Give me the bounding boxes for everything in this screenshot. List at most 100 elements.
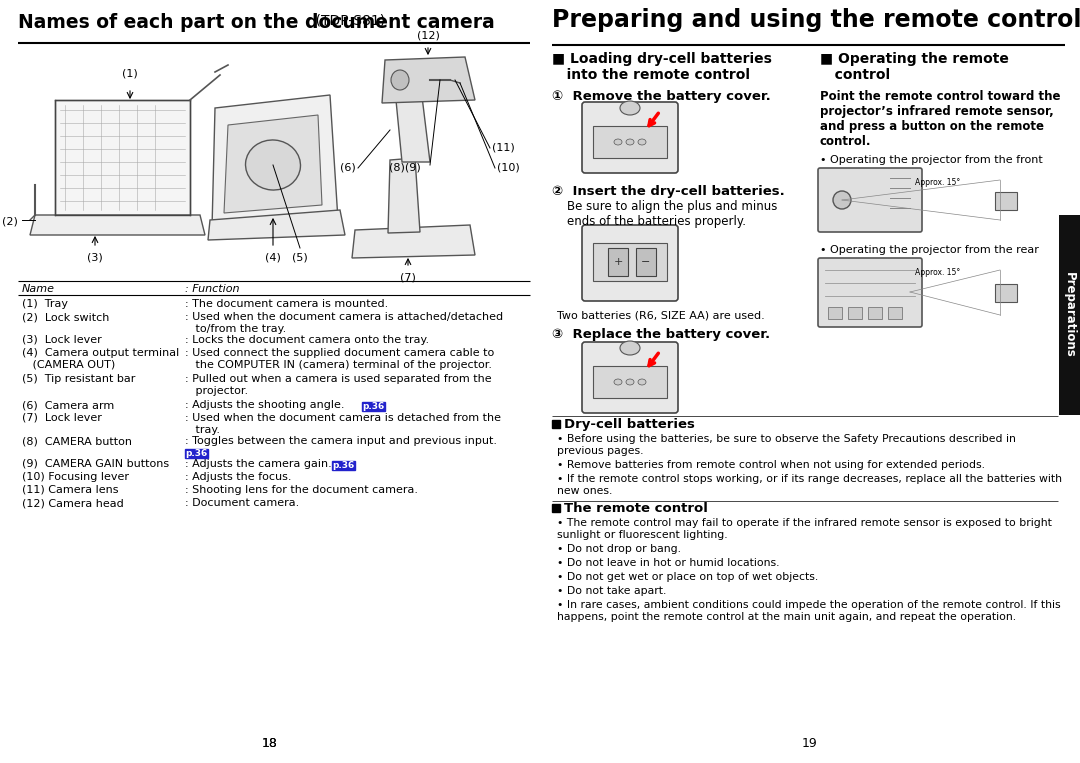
Bar <box>593 243 667 281</box>
Text: 18: 18 <box>262 737 278 750</box>
Bar <box>888 307 902 319</box>
Text: Approx. 15°: Approx. 15° <box>915 268 960 277</box>
Text: • Do not leave in hot or humid locations.: • Do not leave in hot or humid locations… <box>557 558 780 568</box>
Ellipse shape <box>626 379 634 385</box>
Text: Point the remote control toward the
projector’s infrared remote sensor,
and pres: Point the remote control toward the proj… <box>820 90 1061 148</box>
Ellipse shape <box>833 191 851 209</box>
Text: • Do not drop or bang.: • Do not drop or bang. <box>557 544 681 554</box>
Polygon shape <box>382 57 475 103</box>
Text: (9)  CAMERA GAIN buttons: (9) CAMERA GAIN buttons <box>22 459 170 469</box>
Polygon shape <box>388 158 420 233</box>
Text: (TDP-S81): (TDP-S81) <box>18 13 386 27</box>
Bar <box>185 449 208 458</box>
Text: (10) Focusing lever: (10) Focusing lever <box>22 472 129 482</box>
Text: (3)  Lock lever: (3) Lock lever <box>22 335 102 345</box>
Text: (2)  Lock switch: (2) Lock switch <box>22 312 109 322</box>
Bar <box>828 307 842 319</box>
Ellipse shape <box>638 139 646 145</box>
Text: (7)  Lock lever: (7) Lock lever <box>22 413 102 423</box>
Text: ③  Replace the battery cover.: ③ Replace the battery cover. <box>552 328 770 341</box>
Ellipse shape <box>391 70 409 90</box>
Ellipse shape <box>620 101 640 115</box>
Text: Dry-cell batteries: Dry-cell batteries <box>564 418 694 431</box>
Text: ■ Operating the remote
   control: ■ Operating the remote control <box>820 52 1009 82</box>
Text: (2): (2) <box>2 217 18 227</box>
FancyBboxPatch shape <box>582 102 678 173</box>
Text: (1): (1) <box>122 68 138 78</box>
Text: : Adjusts the shooting angle.: : Adjusts the shooting angle. <box>185 400 345 410</box>
Text: • Remove batteries from remote control when not using for extended periods.: • Remove batteries from remote control w… <box>557 460 985 470</box>
Text: (3): (3) <box>87 252 103 262</box>
Text: : Toggles between the camera input and previous input.: : Toggles between the camera input and p… <box>185 436 497 446</box>
Text: • If the remote control stops working, or if its range decreases, replace all th: • If the remote control stops working, o… <box>557 474 1062 496</box>
Text: The remote control: The remote control <box>564 502 707 515</box>
Text: ①  Remove the battery cover.: ① Remove the battery cover. <box>552 90 771 103</box>
Text: p.36: p.36 <box>363 402 384 411</box>
Text: : Function: : Function <box>185 284 240 294</box>
Text: (7): (7) <box>400 272 416 282</box>
Text: (11) Camera lens: (11) Camera lens <box>22 485 119 495</box>
Text: Approx. 15°: Approx. 15° <box>915 178 960 187</box>
Text: Names of each part on the document camera: Names of each part on the document camer… <box>18 13 495 32</box>
Text: Preparing and using the remote control: Preparing and using the remote control <box>552 8 1080 32</box>
Bar <box>848 307 862 319</box>
Polygon shape <box>55 100 190 215</box>
FancyBboxPatch shape <box>582 342 678 413</box>
Text: 19: 19 <box>802 737 818 750</box>
Text: : Adjusts the focus.: : Adjusts the focus. <box>185 472 292 482</box>
Text: : Pulled out when a camera is used separated from the
   projector.: : Pulled out when a camera is used separ… <box>185 374 491 395</box>
Text: • In rare cases, ambient conditions could impede the operation of the remote con: • In rare cases, ambient conditions coul… <box>557 600 1061 622</box>
Bar <box>636 248 656 276</box>
Ellipse shape <box>245 140 300 190</box>
Text: : The document camera is mounted.: : The document camera is mounted. <box>185 299 388 309</box>
Polygon shape <box>30 215 205 235</box>
Text: : Used when the document camera is attached/detached
   to/from the tray.: : Used when the document camera is attac… <box>185 312 503 333</box>
Bar <box>362 402 384 411</box>
Text: (11): (11) <box>492 143 515 153</box>
Text: Name: Name <box>22 284 55 294</box>
Text: • Do not get wet or place on top of wet objects.: • Do not get wet or place on top of wet … <box>557 572 819 582</box>
Text: (1)  Tray: (1) Tray <box>22 299 68 309</box>
Text: • Do not take apart.: • Do not take apart. <box>557 586 666 596</box>
Polygon shape <box>352 225 475 258</box>
Bar <box>332 461 355 470</box>
Bar <box>593 366 667 398</box>
Text: • Operating the projector from the front: • Operating the projector from the front <box>820 155 1043 165</box>
Text: : Adjusts the camera gain.: : Adjusts the camera gain. <box>185 459 332 469</box>
Ellipse shape <box>615 379 622 385</box>
Bar <box>995 192 1017 210</box>
Bar <box>552 420 561 428</box>
Text: ②  Insert the dry-cell batteries.: ② Insert the dry-cell batteries. <box>552 185 785 198</box>
Text: : Used connect the supplied document camera cable to
   the COMPUTER IN (camera): : Used connect the supplied document cam… <box>185 348 495 369</box>
Ellipse shape <box>626 139 634 145</box>
Text: : Document camera.: : Document camera. <box>185 498 299 508</box>
Text: (12) Camera head: (12) Camera head <box>22 498 124 508</box>
Text: −: − <box>642 257 650 267</box>
Text: Be sure to align the plus and minus
ends of the batteries properly.: Be sure to align the plus and minus ends… <box>567 200 778 228</box>
Bar <box>868 307 882 319</box>
FancyBboxPatch shape <box>582 225 678 301</box>
Text: : Locks the document camera onto the tray.: : Locks the document camera onto the tra… <box>185 335 429 345</box>
FancyBboxPatch shape <box>818 168 922 232</box>
Polygon shape <box>212 95 338 228</box>
Text: Preparations: Preparations <box>1063 272 1076 358</box>
Text: : Used when the document camera is detached from the
   tray.: : Used when the document camera is detac… <box>185 413 501 435</box>
Polygon shape <box>208 210 345 240</box>
Text: (5)  Tip resistant bar: (5) Tip resistant bar <box>22 374 135 384</box>
Bar <box>608 248 627 276</box>
Ellipse shape <box>615 139 622 145</box>
Text: (8)(9): (8)(9) <box>389 163 421 173</box>
Text: (6): (6) <box>340 163 356 173</box>
Text: p.36: p.36 <box>186 449 207 458</box>
Text: (5): (5) <box>292 252 308 262</box>
Bar <box>593 126 667 158</box>
Ellipse shape <box>620 341 640 355</box>
Text: +: + <box>613 257 623 267</box>
Text: : Shooting lens for the document camera.: : Shooting lens for the document camera. <box>185 485 418 495</box>
Text: (4): (4) <box>265 252 281 262</box>
Text: p.36: p.36 <box>333 461 354 470</box>
Ellipse shape <box>638 379 646 385</box>
Text: • The remote control may fail to operate if the infrared remote sensor is expose: • The remote control may fail to operate… <box>557 518 1052 539</box>
Text: 18: 18 <box>262 737 278 750</box>
Text: (10): (10) <box>497 163 519 173</box>
